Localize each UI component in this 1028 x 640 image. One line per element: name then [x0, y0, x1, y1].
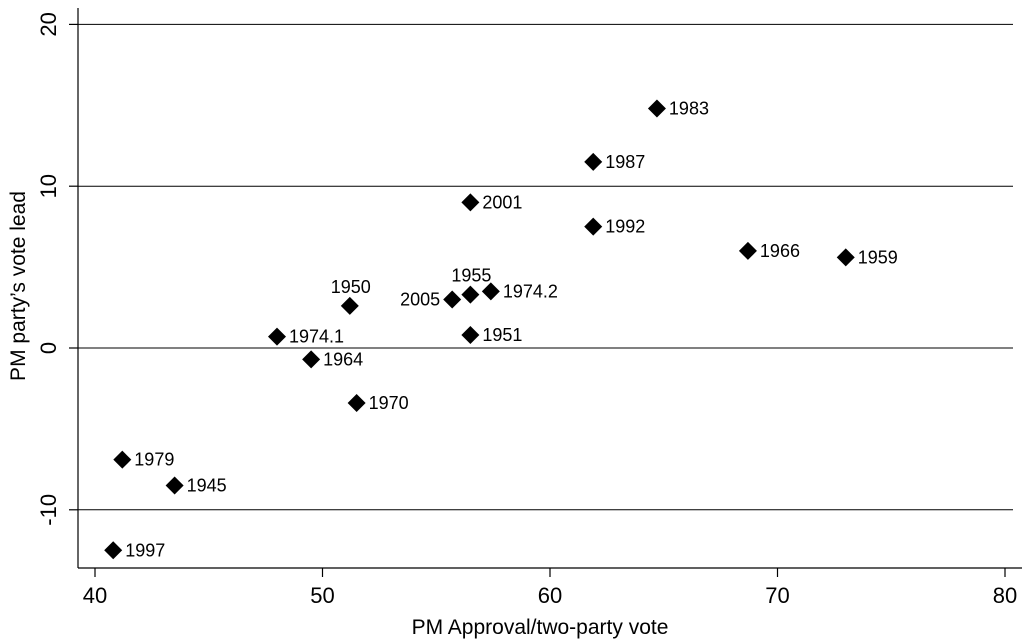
data-point-1959 [836, 248, 855, 267]
data-point-1970 [347, 394, 366, 413]
data-point-1997 [104, 541, 123, 560]
x-tick-label: 80 [993, 583, 1017, 608]
data-label-1959: 1959 [858, 247, 898, 267]
axis-ticks: -10 0 10 20 40 50 60 70 80 [36, 12, 1017, 608]
data-point-1979 [113, 450, 132, 469]
data-point-1950 [340, 296, 359, 315]
data-point-1983 [647, 99, 666, 118]
y-tick-label: -10 [36, 494, 61, 526]
x-tick-label: 60 [538, 583, 562, 608]
data-label-1997: 1997 [125, 540, 165, 560]
data-point-1951 [461, 326, 480, 345]
data-label-1992: 1992 [605, 217, 645, 237]
data-label-1955: 1955 [451, 266, 491, 286]
x-tick-label: 40 [83, 583, 107, 608]
data-label-2005: 2005 [400, 289, 440, 309]
data-label-1964: 1964 [323, 349, 363, 369]
data-label-1987: 1987 [605, 152, 645, 172]
x-axis-title: PM Approval/two-party vote [412, 616, 669, 639]
data-point-2005 [443, 290, 462, 309]
data-points: 1983 1987 2001 1992 1966 1959 1955 1974.2 2005 19… [104, 99, 898, 560]
data-label-2001: 2001 [482, 192, 522, 212]
data-point-2001 [461, 193, 480, 212]
data-point-1987 [584, 152, 603, 171]
data-point-1955 [461, 285, 480, 304]
data-point-1974.1 [268, 327, 286, 346]
y-tick-label: 10 [36, 174, 61, 198]
data-label-1974.2: 1974.2 [503, 281, 558, 301]
data-label-1970: 1970 [369, 393, 409, 413]
y-tick-label: 0 [36, 342, 61, 354]
data-label-1966: 1966 [760, 241, 800, 261]
data-point-1964 [302, 350, 321, 369]
data-point-1974.2 [481, 282, 500, 301]
data-label-1974.1: 1974.1 [289, 327, 344, 347]
data-point-1992 [584, 217, 603, 236]
data-label-1951: 1951 [482, 325, 522, 345]
y-tick-label: 20 [36, 12, 61, 36]
data-label-1945: 1945 [187, 476, 227, 496]
gridlines [78, 23, 1013, 511]
data-point-1945 [165, 476, 184, 495]
data-label-1950: 1950 [331, 277, 371, 297]
x-tick-label: 70 [765, 583, 789, 608]
x-tick-label: 50 [310, 583, 334, 608]
data-point-1966 [738, 241, 757, 260]
y-axis-title: PM party’s vote lead [7, 191, 30, 381]
data-label-1979: 1979 [134, 450, 174, 470]
data-label-1983: 1983 [669, 99, 709, 119]
